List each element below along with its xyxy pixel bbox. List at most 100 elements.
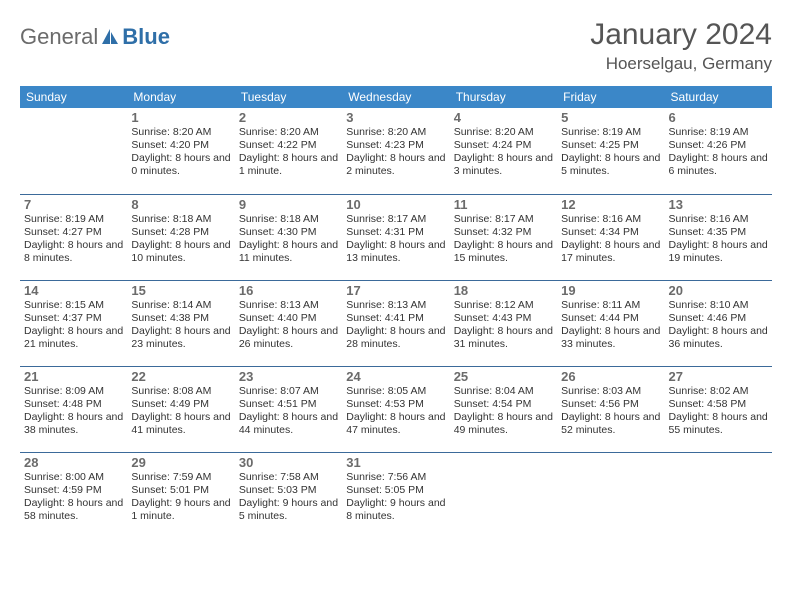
sunset-text: Sunset: 5:01 PM	[131, 484, 230, 497]
title-block: January 2024 Hoerselgau, Germany	[590, 18, 772, 74]
day-info: Sunrise: 8:16 AMSunset: 4:35 PMDaylight:…	[669, 213, 768, 266]
calendar-day-cell: 13Sunrise: 8:16 AMSunset: 4:35 PMDayligh…	[665, 194, 772, 280]
day-number: 27	[669, 369, 768, 384]
calendar-day-cell: 26Sunrise: 8:03 AMSunset: 4:56 PMDayligh…	[557, 366, 664, 452]
day-info: Sunrise: 8:02 AMSunset: 4:58 PMDaylight:…	[669, 385, 768, 438]
day-number: 9	[239, 197, 338, 212]
calendar-day-cell: 6Sunrise: 8:19 AMSunset: 4:26 PMDaylight…	[665, 108, 772, 194]
calendar-day-cell: 28Sunrise: 8:00 AMSunset: 4:59 PMDayligh…	[20, 452, 127, 538]
calendar-day-cell: 17Sunrise: 8:13 AMSunset: 4:41 PMDayligh…	[342, 280, 449, 366]
daylight-text: Daylight: 8 hours and 17 minutes.	[561, 239, 660, 265]
day-number: 19	[561, 283, 660, 298]
day-number: 6	[669, 110, 768, 125]
daylight-text: Daylight: 8 hours and 55 minutes.	[669, 411, 768, 437]
calendar-week-row: 1Sunrise: 8:20 AMSunset: 4:20 PMDaylight…	[20, 108, 772, 194]
day-number: 20	[669, 283, 768, 298]
calendar-day-cell: 19Sunrise: 8:11 AMSunset: 4:44 PMDayligh…	[557, 280, 664, 366]
sunrise-text: Sunrise: 8:04 AM	[454, 385, 553, 398]
day-info: Sunrise: 8:09 AMSunset: 4:48 PMDaylight:…	[24, 385, 123, 438]
sunset-text: Sunset: 4:46 PM	[669, 312, 768, 325]
sunrise-text: Sunrise: 8:13 AM	[239, 299, 338, 312]
daylight-text: Daylight: 8 hours and 52 minutes.	[561, 411, 660, 437]
day-number: 2	[239, 110, 338, 125]
daylight-text: Daylight: 8 hours and 6 minutes.	[669, 152, 768, 178]
calendar-week-row: 7Sunrise: 8:19 AMSunset: 4:27 PMDaylight…	[20, 194, 772, 280]
day-info: Sunrise: 8:11 AMSunset: 4:44 PMDaylight:…	[561, 299, 660, 352]
calendar-day-cell: 31Sunrise: 7:56 AMSunset: 5:05 PMDayligh…	[342, 452, 449, 538]
day-header: Saturday	[665, 86, 772, 108]
daylight-text: Daylight: 8 hours and 21 minutes.	[24, 325, 123, 351]
sunset-text: Sunset: 4:43 PM	[454, 312, 553, 325]
sunrise-text: Sunrise: 8:18 AM	[131, 213, 230, 226]
sunset-text: Sunset: 4:28 PM	[131, 226, 230, 239]
day-info: Sunrise: 8:18 AMSunset: 4:30 PMDaylight:…	[239, 213, 338, 266]
day-header: Tuesday	[235, 86, 342, 108]
day-number: 22	[131, 369, 230, 384]
day-number: 16	[239, 283, 338, 298]
sunrise-text: Sunrise: 8:02 AM	[669, 385, 768, 398]
sunset-text: Sunset: 4:56 PM	[561, 398, 660, 411]
sunrise-text: Sunrise: 8:13 AM	[346, 299, 445, 312]
day-info: Sunrise: 8:12 AMSunset: 4:43 PMDaylight:…	[454, 299, 553, 352]
day-number: 21	[24, 369, 123, 384]
sunrise-text: Sunrise: 8:03 AM	[561, 385, 660, 398]
sunrise-text: Sunrise: 7:59 AM	[131, 471, 230, 484]
day-info: Sunrise: 8:19 AMSunset: 4:26 PMDaylight:…	[669, 126, 768, 179]
sunrise-text: Sunrise: 8:19 AM	[669, 126, 768, 139]
day-info: Sunrise: 8:19 AMSunset: 4:27 PMDaylight:…	[24, 213, 123, 266]
day-number: 24	[346, 369, 445, 384]
sunset-text: Sunset: 4:24 PM	[454, 139, 553, 152]
calendar-day-cell: 14Sunrise: 8:15 AMSunset: 4:37 PMDayligh…	[20, 280, 127, 366]
sunset-text: Sunset: 4:38 PM	[131, 312, 230, 325]
calendar-table: Sunday Monday Tuesday Wednesday Thursday…	[20, 86, 772, 538]
day-number: 3	[346, 110, 445, 125]
daylight-text: Daylight: 8 hours and 44 minutes.	[239, 411, 338, 437]
daylight-text: Daylight: 8 hours and 41 minutes.	[131, 411, 230, 437]
day-info: Sunrise: 8:20 AMSunset: 4:24 PMDaylight:…	[454, 126, 553, 179]
calendar-day-cell: 23Sunrise: 8:07 AMSunset: 4:51 PMDayligh…	[235, 366, 342, 452]
daylight-text: Daylight: 8 hours and 15 minutes.	[454, 239, 553, 265]
daylight-text: Daylight: 8 hours and 36 minutes.	[669, 325, 768, 351]
day-number: 15	[131, 283, 230, 298]
sunrise-text: Sunrise: 7:56 AM	[346, 471, 445, 484]
daylight-text: Daylight: 8 hours and 38 minutes.	[24, 411, 123, 437]
logo-text-blue: Blue	[122, 24, 170, 50]
day-number: 7	[24, 197, 123, 212]
day-info: Sunrise: 8:15 AMSunset: 4:37 PMDaylight:…	[24, 299, 123, 352]
daylight-text: Daylight: 9 hours and 8 minutes.	[346, 497, 445, 523]
day-info: Sunrise: 8:10 AMSunset: 4:46 PMDaylight:…	[669, 299, 768, 352]
sunset-text: Sunset: 4:44 PM	[561, 312, 660, 325]
calendar-week-row: 21Sunrise: 8:09 AMSunset: 4:48 PMDayligh…	[20, 366, 772, 452]
daylight-text: Daylight: 8 hours and 13 minutes.	[346, 239, 445, 265]
sunrise-text: Sunrise: 8:10 AM	[669, 299, 768, 312]
daylight-text: Daylight: 8 hours and 3 minutes.	[454, 152, 553, 178]
day-number: 30	[239, 455, 338, 470]
logo: General Blue	[20, 18, 170, 50]
day-number: 11	[454, 197, 553, 212]
calendar-day-cell: 20Sunrise: 8:10 AMSunset: 4:46 PMDayligh…	[665, 280, 772, 366]
location: Hoerselgau, Germany	[590, 54, 772, 74]
sunrise-text: Sunrise: 8:19 AM	[24, 213, 123, 226]
sunset-text: Sunset: 4:34 PM	[561, 226, 660, 239]
day-number: 31	[346, 455, 445, 470]
daylight-text: Daylight: 9 hours and 5 minutes.	[239, 497, 338, 523]
calendar-week-row: 14Sunrise: 8:15 AMSunset: 4:37 PMDayligh…	[20, 280, 772, 366]
day-header: Friday	[557, 86, 664, 108]
day-number: 12	[561, 197, 660, 212]
daylight-text: Daylight: 8 hours and 11 minutes.	[239, 239, 338, 265]
sunrise-text: Sunrise: 8:15 AM	[24, 299, 123, 312]
sunrise-text: Sunrise: 8:16 AM	[669, 213, 768, 226]
calendar-day-cell: 9Sunrise: 8:18 AMSunset: 4:30 PMDaylight…	[235, 194, 342, 280]
sunrise-text: Sunrise: 8:17 AM	[454, 213, 553, 226]
sunset-text: Sunset: 4:53 PM	[346, 398, 445, 411]
sunset-text: Sunset: 4:40 PM	[239, 312, 338, 325]
day-number: 25	[454, 369, 553, 384]
sunrise-text: Sunrise: 8:08 AM	[131, 385, 230, 398]
logo-text-general: General	[20, 24, 98, 50]
calendar-day-cell: 10Sunrise: 8:17 AMSunset: 4:31 PMDayligh…	[342, 194, 449, 280]
day-info: Sunrise: 8:13 AMSunset: 4:41 PMDaylight:…	[346, 299, 445, 352]
day-number: 8	[131, 197, 230, 212]
day-info: Sunrise: 8:18 AMSunset: 4:28 PMDaylight:…	[131, 213, 230, 266]
calendar-day-cell: 8Sunrise: 8:18 AMSunset: 4:28 PMDaylight…	[127, 194, 234, 280]
daylight-text: Daylight: 8 hours and 58 minutes.	[24, 497, 123, 523]
